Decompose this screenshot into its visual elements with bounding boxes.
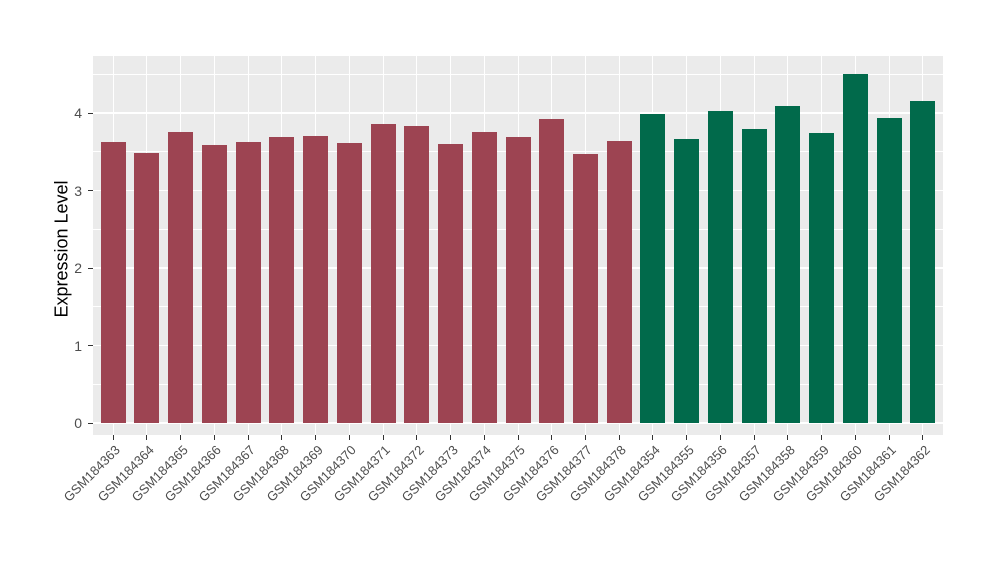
- bar-GSM184364: [134, 152, 160, 423]
- x-tick-mark: [719, 435, 721, 440]
- y-tick-label: 0: [74, 415, 82, 431]
- x-tick-mark: [854, 435, 856, 440]
- bar-GSM184367: [235, 141, 261, 423]
- bar-GSM184368: [269, 137, 295, 423]
- x-tick-mark: [686, 435, 688, 440]
- bar-GSM184370: [336, 143, 362, 423]
- x-tick-mark: [517, 435, 519, 440]
- bar-GSM184376: [539, 119, 565, 423]
- x-tick-mark: [787, 435, 789, 440]
- x-tick-mark: [551, 435, 553, 440]
- x-tick-mark: [821, 435, 823, 440]
- bar-GSM184360: [842, 74, 868, 423]
- bar-GSM184378: [606, 140, 632, 423]
- y-tick-label: 1: [74, 337, 82, 354]
- bar-GSM184375: [505, 137, 531, 423]
- x-tick-mark: [618, 435, 620, 440]
- bar-GSM184356: [707, 110, 733, 423]
- x-tick-mark: [348, 435, 350, 440]
- bar-GSM184377: [572, 154, 598, 423]
- bar-GSM184372: [404, 126, 430, 423]
- x-tick-mark: [652, 435, 654, 440]
- x-tick-mark: [922, 435, 924, 440]
- bar-GSM184355: [674, 139, 700, 423]
- x-tick-mark: [315, 435, 317, 440]
- bar-GSM184354: [640, 113, 666, 423]
- x-tick-mark: [213, 435, 215, 440]
- bar-GSM184362: [910, 101, 936, 423]
- y-tick-label: 4: [74, 105, 82, 121]
- x-tick-mark: [112, 435, 114, 440]
- bar-GSM184357: [741, 129, 767, 423]
- x-tick-mark: [483, 435, 485, 440]
- y-tick-label: 3: [74, 182, 82, 199]
- x-tick-mark: [146, 435, 148, 440]
- bar-GSM184359: [809, 133, 835, 423]
- x-tick-mark: [753, 435, 755, 440]
- y-tick-mark: [88, 112, 93, 114]
- bar-GSM184374: [471, 131, 497, 423]
- bar-GSM184365: [168, 131, 194, 423]
- y-tick-mark: [88, 422, 93, 424]
- bar-GSM184358: [775, 106, 801, 423]
- y-tick-label: 2: [74, 260, 82, 276]
- x-tick-mark: [382, 435, 384, 440]
- x-tick-mark: [180, 435, 182, 440]
- bar-GSM184371: [370, 123, 396, 423]
- x-tick-mark: [416, 435, 418, 440]
- plot-panel: [93, 56, 943, 435]
- x-tick-mark: [281, 435, 283, 440]
- x-tick-mark: [450, 435, 452, 440]
- y-tick-mark: [88, 190, 93, 191]
- y-tick-mark: [88, 345, 93, 346]
- y-axis-title: Expression Level: [51, 180, 72, 318]
- bar-GSM184373: [438, 144, 464, 423]
- y-tick-mark: [88, 267, 93, 269]
- bar-GSM184361: [876, 118, 902, 423]
- x-tick-mark: [247, 435, 249, 440]
- bar-GSM184366: [201, 144, 227, 423]
- x-tick-mark: [888, 435, 890, 440]
- bar-GSM184369: [303, 136, 329, 423]
- x-tick-mark: [584, 435, 586, 440]
- bar-GSM184363: [100, 142, 126, 423]
